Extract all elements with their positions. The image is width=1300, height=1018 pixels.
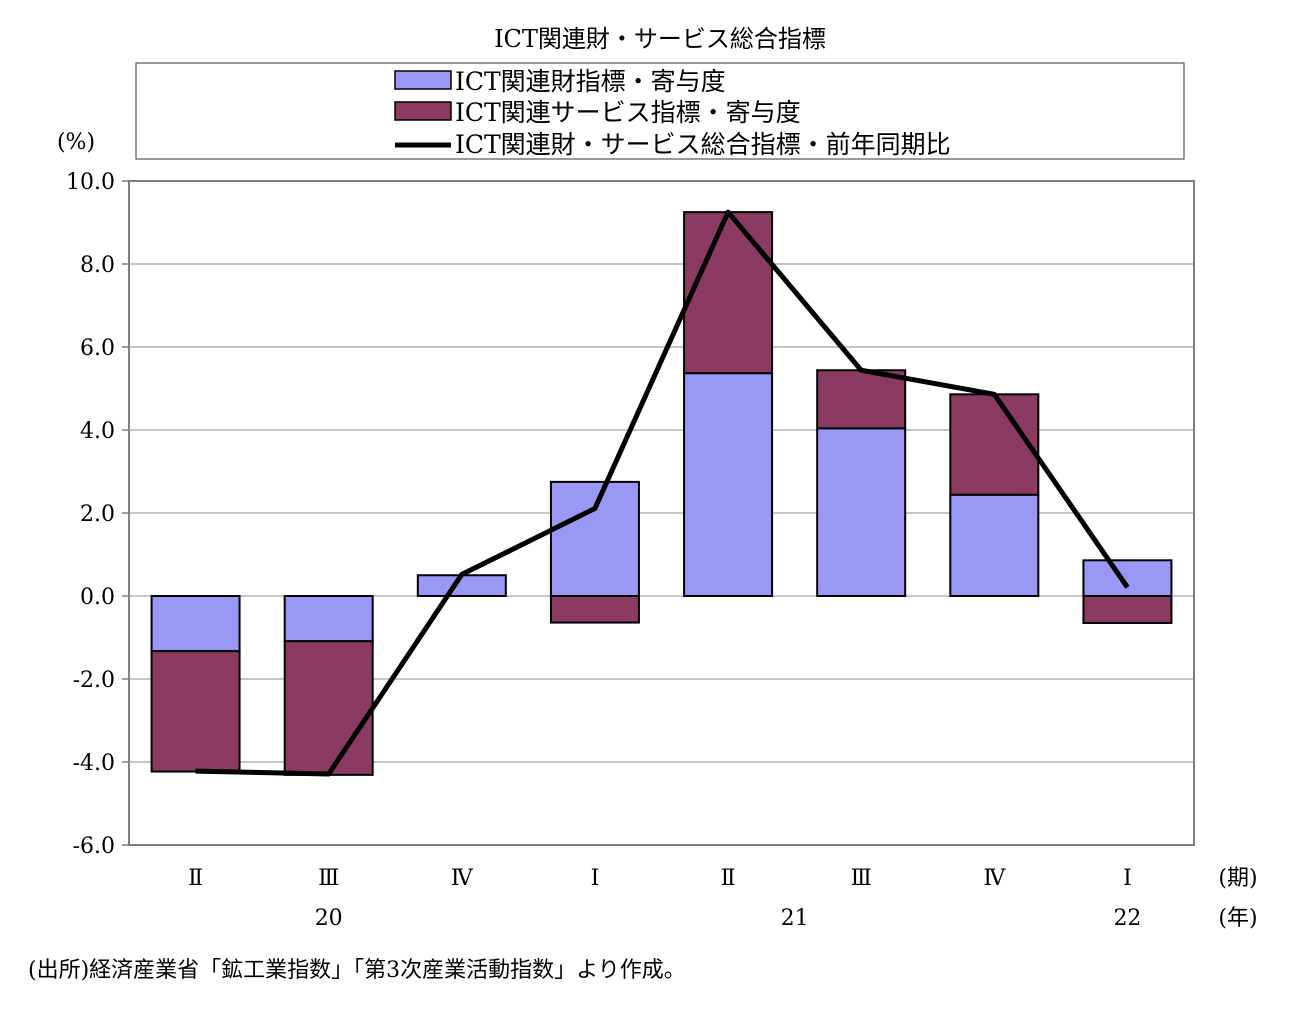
x-year-label: 22	[1113, 906, 1141, 931]
legend-label-goods: ICT関連財指標・寄与度	[455, 67, 726, 96]
legend-label-services: ICT関連サービス指標・寄与度	[455, 98, 801, 127]
x-tick-label: Ⅲ	[851, 866, 872, 891]
x-tick-label: Ⅳ	[983, 866, 1006, 891]
x-tick-label: Ⅳ	[451, 866, 474, 891]
y-tick-label: -2.0	[73, 668, 115, 693]
legend-box	[135, 62, 1185, 160]
x-tick-label: Ⅱ	[188, 866, 203, 891]
y-tick-label: 8.0	[80, 253, 115, 278]
y-axis-ticks: 10.0 8.0 6.0 4.0 2.0 0.0 -2.0 -4.0 -6.0	[66, 170, 129, 859]
bar-services	[816, 369, 907, 430]
bar-goods	[549, 480, 640, 597]
x-tick-label: Ⅲ	[318, 866, 339, 891]
total-line	[195, 209, 1130, 777]
x-tick-label: Ⅰ	[1123, 866, 1132, 891]
bar-services	[150, 650, 241, 773]
bar-goods	[150, 595, 241, 653]
source-note: (出所)経済産業省「鉱工業指数」「第3次産業活動指数」より作成。	[28, 958, 686, 983]
x-year-label: 20	[315, 906, 343, 931]
legend-swatch-goods	[394, 70, 452, 90]
bar-goods	[816, 427, 907, 597]
x-axis-unit-quarter: (期)	[1218, 866, 1257, 891]
y-tick-label: 0.0	[80, 585, 115, 610]
x-axis-ticks: Ⅱ Ⅲ Ⅳ Ⅰ Ⅱ Ⅲ Ⅳ Ⅰ 20 21 22	[188, 866, 1141, 931]
legend-label-total: ICT関連財・サービス総合指標・前年同期比	[455, 130, 951, 159]
bar-services	[683, 211, 774, 375]
bar-goods	[283, 595, 374, 643]
y-tick-label: -4.0	[73, 751, 115, 776]
bar-goods	[683, 372, 774, 597]
x-tick-label: Ⅱ	[721, 866, 736, 891]
x-year-label: 21	[781, 906, 809, 931]
bar-goods	[1082, 559, 1173, 597]
legend-swatch-services	[394, 101, 452, 121]
x-axis-unit-year: (年)	[1218, 906, 1257, 931]
bar-goods	[949, 493, 1040, 597]
bar-services	[1082, 595, 1173, 624]
y-tick-label: 4.0	[80, 419, 115, 444]
y-tick-label: 10.0	[66, 170, 115, 195]
bar-services	[283, 640, 374, 776]
y-tick-label: 6.0	[80, 336, 115, 361]
bar-services	[949, 393, 1040, 496]
y-tick-label: -6.0	[73, 834, 115, 859]
chart-title: ICT関連財・サービス総合指標	[494, 25, 826, 53]
bar-services	[549, 595, 640, 624]
y-axis-unit: (%)	[57, 130, 95, 155]
x-tick-label: Ⅰ	[591, 866, 600, 891]
bars	[150, 211, 1173, 776]
y-tick-label: 2.0	[80, 502, 115, 527]
